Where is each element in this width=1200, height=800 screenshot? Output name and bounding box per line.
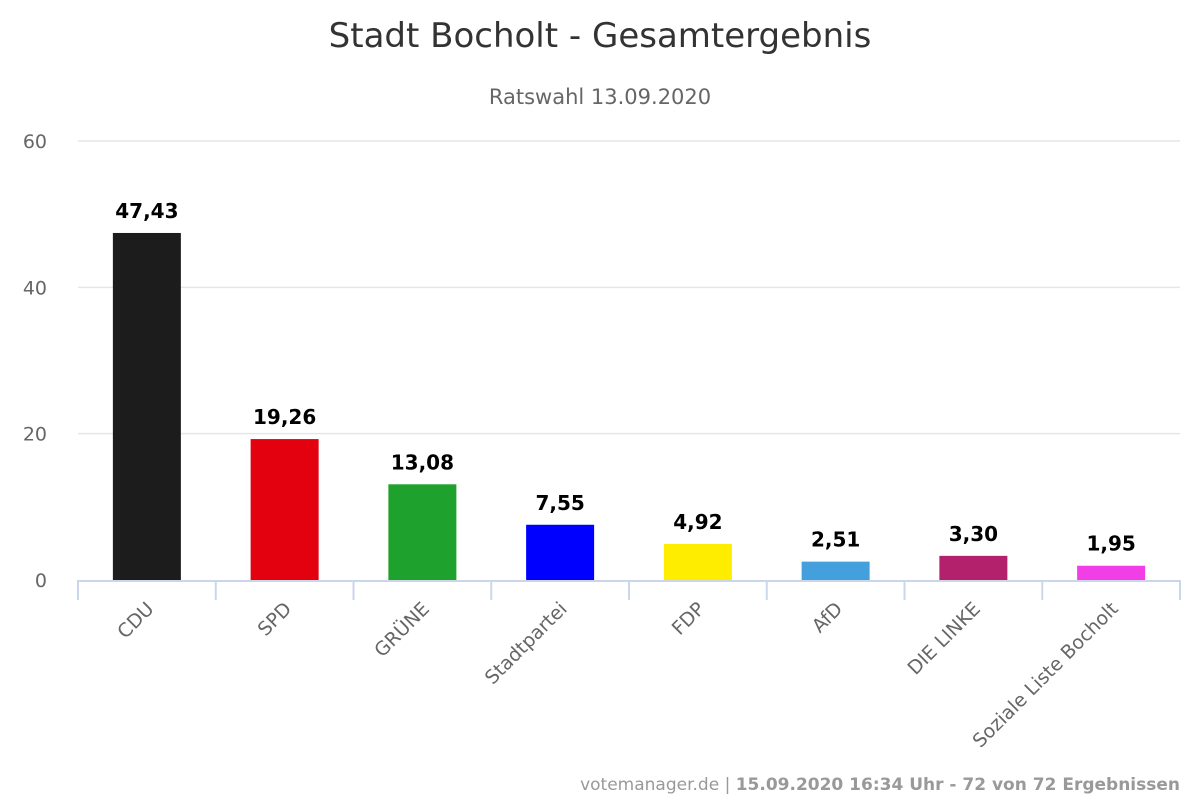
footer-source: votemanager.de | (580, 775, 736, 795)
data-label: 4,92 (673, 510, 722, 534)
bar-afd (801, 561, 870, 580)
x-tick-label: SPD (254, 598, 297, 641)
x-tick-label: GRÜNE (370, 597, 434, 661)
bar-grüne (388, 484, 457, 580)
chart-title: Stadt Bocholt - Gesamtergebnis (329, 16, 872, 56)
y-tick-label: 60 (23, 131, 47, 153)
chart-subtitle: Ratswahl 13.09.2020 (489, 85, 711, 109)
data-label: 13,08 (391, 450, 454, 474)
data-label: 1,95 (1086, 532, 1135, 556)
data-label: 2,51 (811, 528, 860, 552)
data-label: 3,30 (949, 522, 998, 546)
footer-status: 15.09.2020 16:34 Uhr - 72 von 72 Ergebni… (736, 775, 1180, 795)
x-tick-label: CDU (113, 598, 158, 643)
data-label: 47,43 (115, 199, 178, 223)
y-tick-label: 20 (23, 424, 47, 446)
footer: votemanager.de | 15.09.2020 16:34 Uhr - … (580, 775, 1180, 795)
bar-fdp (663, 544, 732, 580)
x-tick-label: FDP (668, 598, 710, 640)
data-label: 7,55 (535, 491, 584, 515)
bars: 47,43 19,26 13,08 7,55 4,92 2,51 3,30 1,95 (112, 199, 1146, 580)
x-tick-label: Soziale Liste Bocholt (968, 598, 1122, 752)
y-axis: 0 20 40 60 (23, 131, 47, 592)
bar-stadtpartei (526, 524, 595, 580)
data-label: 19,26 (253, 405, 316, 429)
bar-cdu (112, 232, 181, 580)
bar-die-linke (939, 555, 1008, 580)
x-tick-label: Stadtpartei (481, 598, 572, 689)
bar-soziale-liste-bocholt (1077, 565, 1146, 580)
x-axis: CDU SPD GRÜNE Stadtpartei FDP AfD DIE LINKESoz… (77, 580, 1181, 752)
y-tick-label: 40 (23, 277, 47, 299)
y-tick-label: 0 (35, 570, 47, 592)
x-tick-label: DIE LINKE (903, 598, 984, 679)
gridlines (78, 140, 1180, 435)
bar-spd (250, 439, 319, 580)
x-tick-label: AfD (808, 598, 847, 637)
